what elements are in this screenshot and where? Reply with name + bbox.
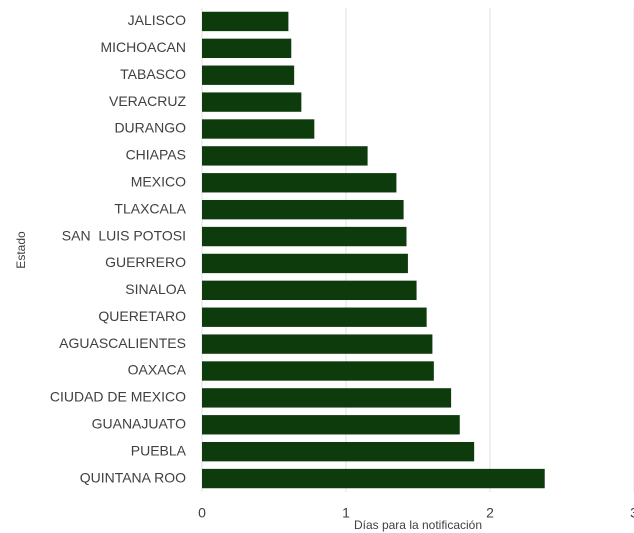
y-tick-label: MEXICO bbox=[131, 173, 186, 189]
bar bbox=[202, 415, 460, 435]
bar bbox=[202, 468, 545, 489]
y-tick-label: VERACRUZ bbox=[109, 93, 186, 109]
y-tick-label: SAN LUIS POTOSI bbox=[62, 227, 186, 243]
bar bbox=[202, 334, 433, 354]
y-tick-label: DURANGO bbox=[114, 120, 186, 136]
bar bbox=[202, 361, 434, 381]
bar bbox=[202, 441, 475, 462]
y-tick-label: JALISCO bbox=[128, 12, 186, 28]
y-tick-label: TABASCO bbox=[120, 66, 186, 82]
bar bbox=[202, 146, 368, 166]
bar bbox=[202, 38, 292, 59]
bar bbox=[202, 199, 404, 220]
y-tick-label: TLAXCALA bbox=[114, 200, 186, 216]
y-tick-label: GUANAJUATO bbox=[92, 415, 186, 431]
bar bbox=[202, 280, 417, 301]
y-tick-label: MICHOACAN bbox=[100, 39, 186, 55]
y-tick-label: PUEBLA bbox=[131, 442, 187, 458]
y-tick-label: GUERRERO bbox=[105, 254, 186, 270]
y-tick-label: SINALOA bbox=[125, 281, 186, 297]
bar bbox=[202, 226, 407, 247]
bar bbox=[202, 388, 452, 408]
y-tick-label: CHIAPAS bbox=[126, 147, 186, 163]
bar bbox=[202, 253, 408, 274]
y-tick-label: QUINTANA ROO bbox=[80, 469, 186, 485]
y-tick-label: CIUDAD DE MEXICO bbox=[50, 389, 186, 405]
y-tick-label: AGUASCALIENTES bbox=[59, 335, 186, 351]
bar bbox=[202, 173, 397, 193]
x-axis-label: Días para la notificación bbox=[354, 518, 482, 532]
bar bbox=[202, 92, 302, 112]
x-tick-label: 2 bbox=[486, 505, 494, 521]
y-axis-label: Estado bbox=[14, 231, 28, 269]
y-tick-label: QUERETARO bbox=[98, 308, 186, 324]
bar bbox=[202, 65, 295, 85]
x-tick-label: 3 bbox=[630, 505, 634, 521]
bar bbox=[202, 11, 289, 32]
bar bbox=[202, 307, 427, 327]
y-tick-label: OAXACA bbox=[128, 362, 187, 378]
x-tick-label: 0 bbox=[198, 505, 206, 521]
bar bbox=[202, 119, 315, 139]
x-tick-label: 1 bbox=[342, 505, 350, 521]
